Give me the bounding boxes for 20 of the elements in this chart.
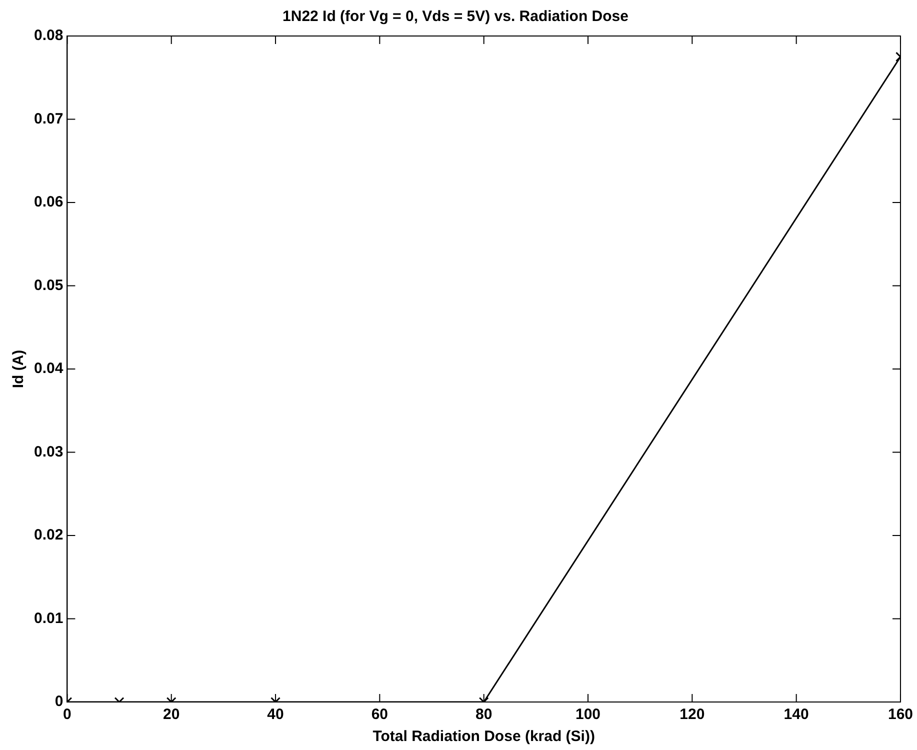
- x-tick-label: 40: [267, 706, 284, 724]
- y-tick-label: 0: [54, 693, 64, 710]
- y-tick-label: 0.03: [34, 443, 64, 460]
- x-tick-label: 60: [371, 706, 388, 724]
- y-tick-label: 0.05: [34, 276, 64, 294]
- x-axis-title: Total Radiation Dose (krad (Si)): [372, 728, 595, 746]
- y-tick-label: 0.08: [34, 27, 64, 44]
- x-tick-label: 160: [888, 706, 913, 724]
- chart-title: 1N22 Id (for Vg = 0, Vds = 5V) vs. Radiation Dose: [282, 8, 628, 26]
- x-tick-label: 80: [475, 706, 492, 724]
- y-axis-title: Id (A): [10, 350, 28, 388]
- x-tick-label: 120: [680, 706, 705, 724]
- y-tick-label: 0.07: [34, 110, 64, 128]
- y-tick-label: 0.02: [34, 526, 64, 544]
- x-tick-label: 100: [575, 706, 601, 724]
- x-tick-label: 140: [784, 706, 809, 724]
- y-tick-label: 0.01: [34, 610, 64, 627]
- x-tick-label: 20: [163, 706, 180, 724]
- y-tick-label: 0.04: [34, 360, 64, 378]
- y-tick-label: 0.06: [34, 194, 64, 211]
